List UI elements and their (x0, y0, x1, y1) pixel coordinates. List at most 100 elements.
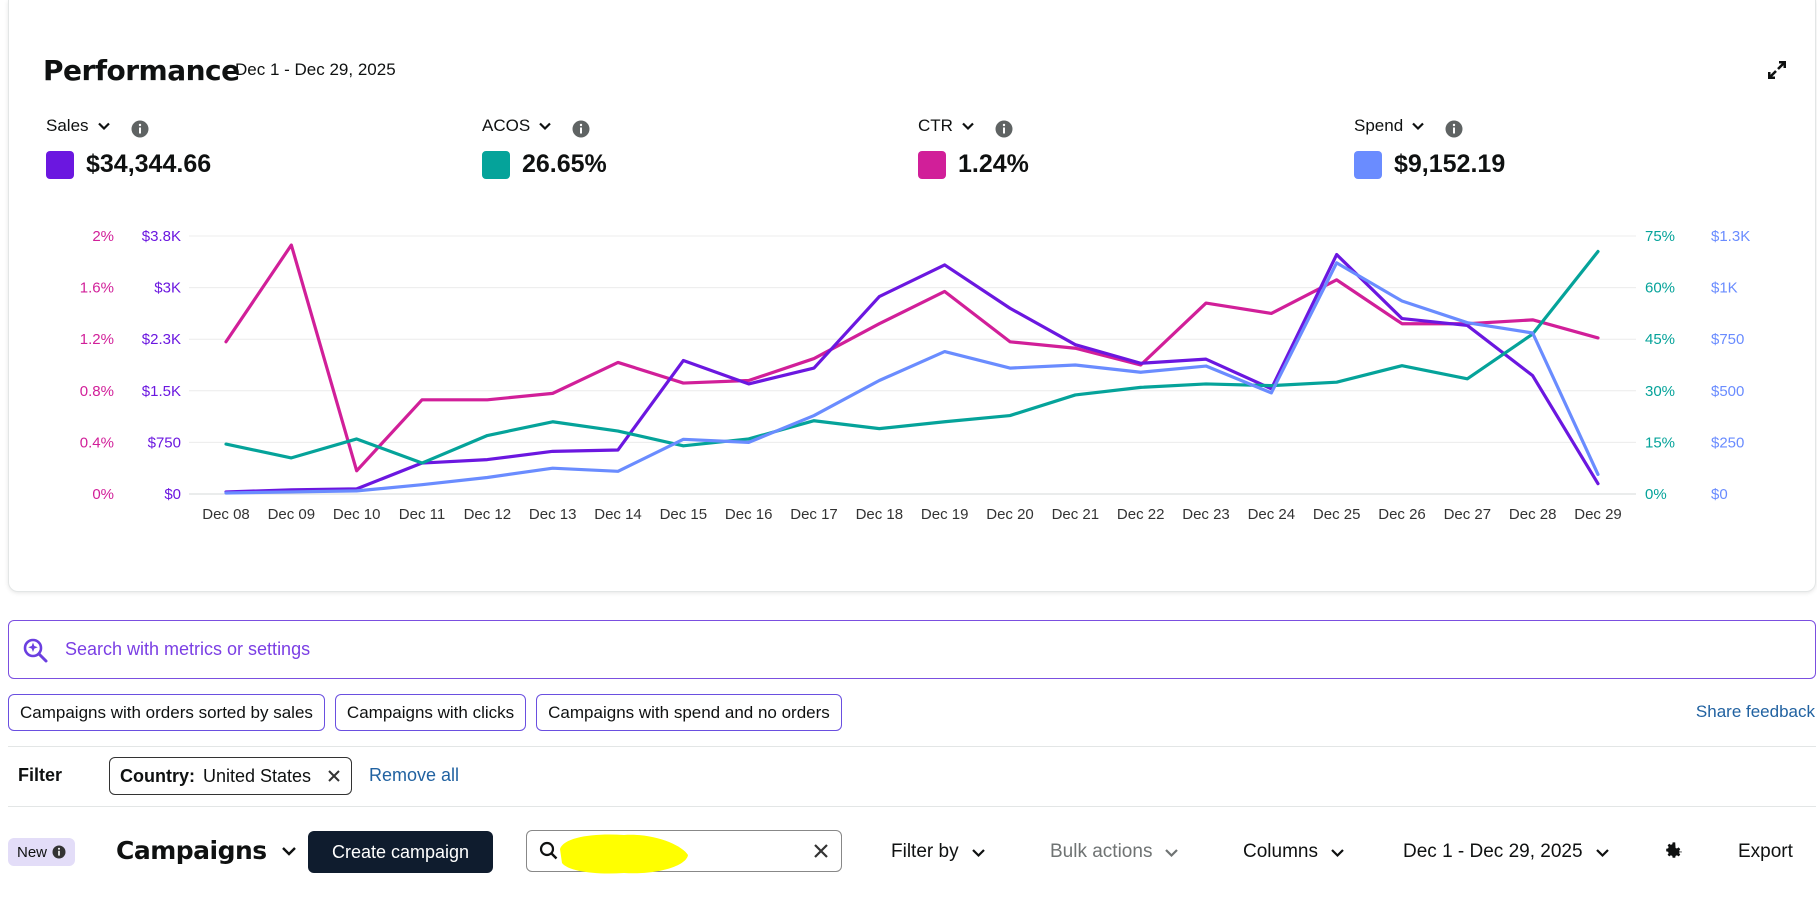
metric-label: Spend (1354, 116, 1404, 135)
x-tick-label: Dec 10 (333, 506, 381, 523)
metric-ctr[interactable]: CTR 1.24% (918, 114, 1029, 179)
x-tick-label: Dec 29 (1574, 506, 1622, 523)
x-tick-label: Dec 13 (529, 506, 577, 523)
info-icon[interactable] (995, 120, 1013, 138)
info-icon (52, 845, 66, 859)
series-line-ctr[interactable] (224, 243, 1600, 473)
metric-value: $34,344.66 (86, 150, 212, 178)
metric-label: Sales (46, 116, 89, 135)
chevron-down-icon[interactable] (538, 119, 552, 133)
performance-title: Performance (43, 54, 240, 87)
x-tick-label: Dec 14 (594, 506, 642, 523)
info-icon[interactable] (572, 120, 590, 138)
axis-tick-label-ctr: 0% (92, 486, 114, 503)
axis-tick-label-sales: $0 (164, 486, 181, 503)
x-tick-label: Dec 16 (725, 506, 773, 523)
date-range-dropdown[interactable]: Dec 1 - Dec 29, 2025 (1403, 841, 1610, 863)
share-feedback-link[interactable]: Share feedback (1695, 702, 1815, 721)
metric-color-swatch[interactable] (46, 150, 74, 179)
axis-tick-label-spend: $0 (1711, 486, 1728, 503)
chevron-down-icon[interactable] (1411, 119, 1425, 133)
metric-spend[interactable]: Spend $9,152.19 (1354, 114, 1505, 179)
columns-dropdown[interactable]: Columns (1243, 841, 1345, 863)
bulk-actions-dropdown[interactable]: Bulk actions (1050, 841, 1179, 863)
bulk-actions-label: Bulk actions (1050, 841, 1153, 862)
remove-all-link[interactable]: Remove all (369, 765, 460, 785)
series-line-sales[interactable] (224, 252, 1600, 494)
chevron-down-icon (1165, 848, 1179, 857)
filter-pill-key: Country: (120, 765, 195, 786)
info-icon[interactable] (131, 120, 149, 138)
x-tick-label: Dec 24 (1248, 506, 1296, 523)
axis-tick-label-ctr: 0.4% (80, 434, 114, 451)
metric-label: CTR (918, 116, 953, 135)
chevron-down-icon[interactable] (281, 843, 297, 859)
axis-tick-label-ctr: 2% (92, 228, 114, 245)
close-icon[interactable] (327, 769, 341, 783)
axis-tick-label-acos: 0% (1645, 486, 1667, 503)
x-tick-label: Dec 19 (921, 506, 969, 523)
filter-by-dropdown[interactable]: Filter by (891, 841, 986, 863)
x-tick-label: Dec 22 (1117, 506, 1165, 523)
metric-color-swatch[interactable] (918, 150, 946, 179)
chevron-down-icon[interactable] (961, 119, 975, 133)
create-campaign-button[interactable]: Create campaign (308, 831, 493, 873)
export-button[interactable]: Export (1738, 841, 1793, 862)
info-icon[interactable] (1445, 120, 1463, 138)
new-badge[interactable]: New (8, 838, 76, 866)
axis-tick-label-acos: 15% (1645, 434, 1675, 451)
campaign-search-input[interactable] (526, 830, 842, 874)
divider (8, 746, 1816, 747)
new-badge-label: New (17, 843, 48, 861)
country-filter-pill[interactable]: Country: United States (109, 757, 353, 795)
metric-color-swatch[interactable] (1354, 150, 1382, 179)
sparkle-search-icon (23, 638, 48, 662)
divider (8, 806, 1816, 807)
x-tick-label: Dec 25 (1313, 506, 1361, 523)
date-range-label: Dec 1 - Dec 29, 2025 (1403, 841, 1583, 862)
clear-icon[interactable] (813, 843, 829, 859)
axis-tick-label-sales: $1.5K (142, 383, 181, 400)
x-tick-label: Dec 18 (856, 506, 904, 523)
axis-tick-label-spend: $1.3K (1711, 228, 1750, 245)
axis-tick-label-acos: 75% (1645, 228, 1675, 245)
gear-icon[interactable] (1662, 840, 1684, 862)
x-tick-label: Dec 15 (660, 506, 708, 523)
axis-tick-label-acos: 30% (1645, 383, 1675, 400)
suggestion-chips: Campaigns with orders sorted by sales Ca… (8, 694, 842, 731)
metric-label: ACOS (482, 116, 531, 135)
chevron-down-icon (1595, 848, 1609, 857)
performance-card: Performance Dec 1 - Dec 29, 2025 Sales $… (8, 0, 1816, 592)
chip-orders-sorted-by-sales[interactable]: Campaigns with orders sorted by sales (8, 694, 325, 731)
chip-spend-no-orders[interactable]: Campaigns with spend and no orders (536, 694, 842, 731)
series-line-acos[interactable] (224, 249, 1600, 465)
highlight-redaction (560, 834, 688, 874)
metrics-search-bar[interactable]: Search with metrics or settings (8, 620, 1816, 679)
metric-color-swatch[interactable] (482, 150, 510, 179)
campaigns-title-dropdown[interactable]: Campaigns (116, 836, 297, 865)
chevron-down-icon[interactable] (97, 119, 111, 133)
axis-tick-label-spend: $500 (1711, 383, 1744, 400)
filter-pill-value: United States (203, 765, 312, 786)
search-placeholder[interactable]: Search with metrics or settings (65, 639, 311, 659)
x-tick-label: Dec 28 (1509, 506, 1557, 523)
series-line-spend[interactable] (224, 261, 1600, 495)
axis-tick-label-sales: $3K (154, 280, 181, 297)
metric-sales[interactable]: Sales $34,344.66 (46, 114, 211, 179)
x-tick-label: Dec 27 (1444, 506, 1492, 523)
performance-line-chart[interactable]: 0% 0.4% 0.8% 1.2% 1.6% 2% $0 $750 $1.5K $2.3K $3K $… (9, 0, 1817, 560)
axis-tick-label-ctr: 0.8% (80, 383, 114, 400)
metric-acos[interactable]: ACOS 26.65% (482, 114, 607, 179)
axis-tick-label-acos: 45% (1645, 331, 1675, 348)
x-tick-label: Dec 26 (1378, 506, 1426, 523)
expand-icon[interactable] (1765, 58, 1789, 82)
filter-by-label: Filter by (891, 841, 959, 862)
campaigns-title: Campaigns (116, 836, 267, 865)
performance-date-range: Dec 1 - Dec 29, 2025 (235, 60, 396, 79)
x-tick-label: Dec 08 (202, 506, 250, 523)
search-icon (539, 841, 558, 860)
axis-tick-label-spend: $750 (1711, 331, 1744, 348)
chip-campaigns-with-clicks[interactable]: Campaigns with clicks (334, 694, 527, 731)
campaigns-toolbar: New Campaigns Create campaign Filter by … (0, 830, 1817, 874)
axis-tick-label-spend: $250 (1711, 434, 1744, 451)
